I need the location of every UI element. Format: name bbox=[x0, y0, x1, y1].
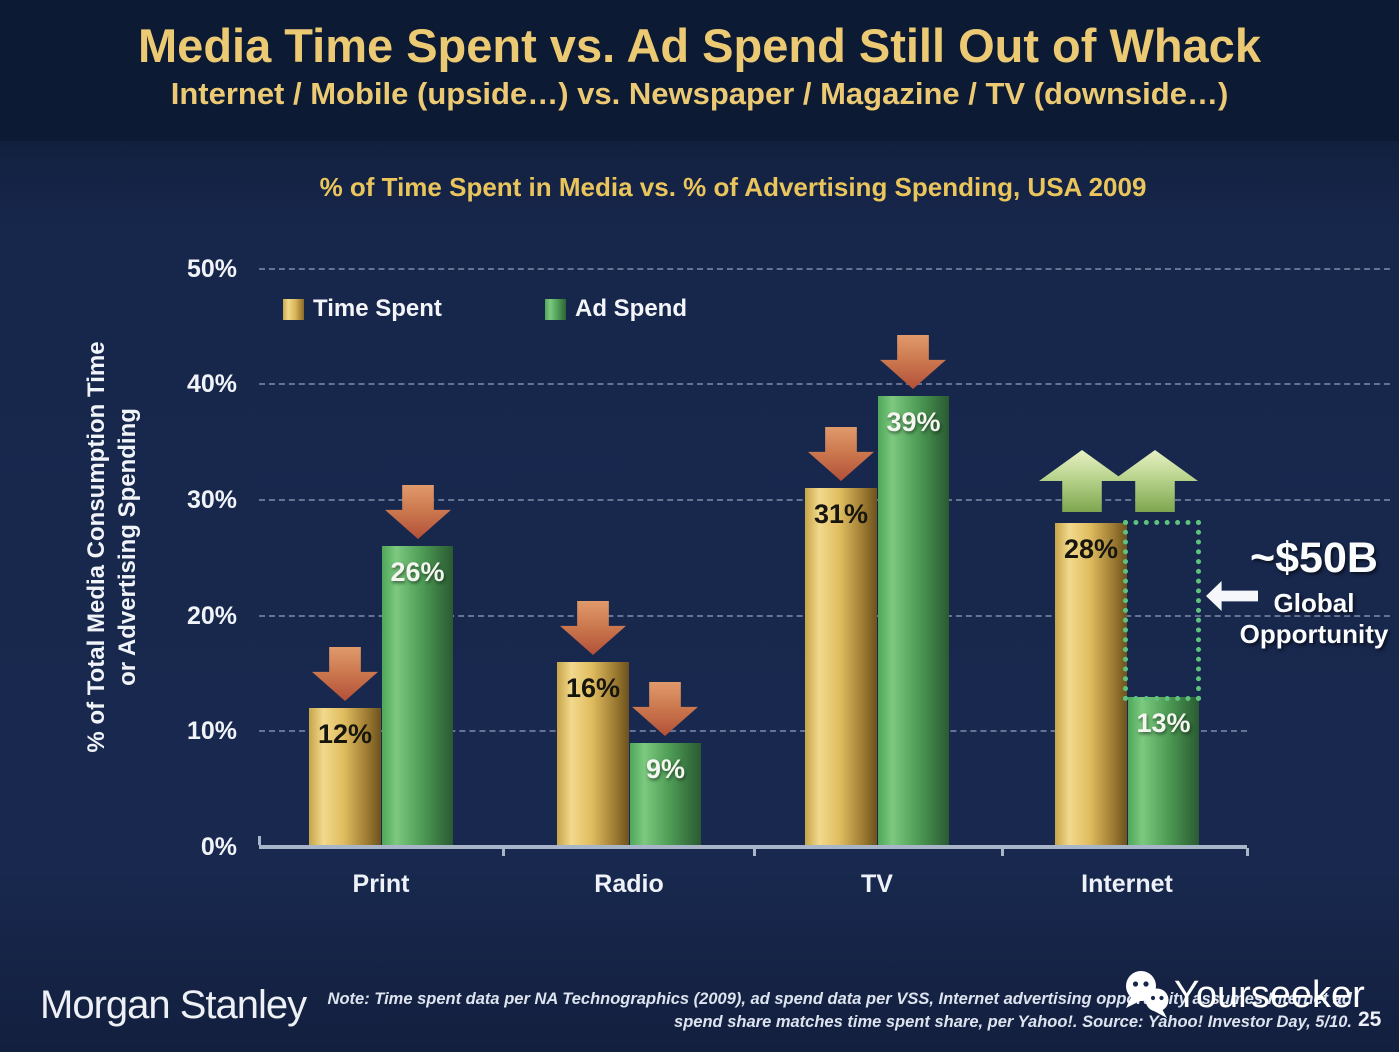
opportunity-line1: Global bbox=[1273, 588, 1355, 618]
y-tick-label-30: 30% bbox=[186, 486, 237, 514]
gridline-10 bbox=[259, 730, 1247, 732]
bar-value-label: 12% bbox=[317, 719, 373, 749]
bar-value-label: 16% bbox=[565, 673, 621, 703]
y-tick-label-0: 0% bbox=[200, 833, 237, 861]
bar-value-label: 26% bbox=[390, 557, 445, 587]
legend-label-ad-spend: Ad Spend bbox=[575, 295, 687, 322]
x-axis-tick bbox=[1001, 848, 1004, 856]
opportunity-annotation: ~$50B Global Opportunity bbox=[1234, 534, 1394, 650]
bar-value-label: 31% bbox=[813, 499, 869, 529]
bar-value-label: 28% bbox=[1063, 534, 1119, 564]
watermark-text: Yourseeker bbox=[1174, 974, 1365, 1016]
x-axis-tick bbox=[1246, 848, 1249, 856]
y-axis-title-line2: or Advertising Spending bbox=[114, 408, 141, 686]
page-number: 25 bbox=[1358, 1008, 1382, 1031]
x-axis-tick bbox=[502, 848, 505, 856]
legend-item-time-spent: Time Spent bbox=[283, 295, 442, 323]
x-category-label-print: Print bbox=[352, 870, 410, 898]
bar-time-spent-tv: 31% bbox=[805, 488, 877, 847]
opportunity-line2: Opportunity bbox=[1239, 619, 1389, 649]
chart-title: % of Time Spent in Media vs. % of Advert… bbox=[319, 172, 1147, 202]
gridline-40 bbox=[259, 383, 1390, 385]
footnote: Note: Time spent data per NA Technograph… bbox=[328, 988, 1352, 1034]
legend-swatch-time-spent-icon bbox=[283, 298, 304, 320]
opportunity-value: ~$50B bbox=[1250, 534, 1378, 582]
bar-ad-spend-tv: 39% bbox=[878, 396, 949, 847]
x-axis-tick bbox=[753, 848, 756, 856]
subtitle: Internet / Mobile (upside…) vs. Newspape… bbox=[170, 76, 1229, 111]
bar-value-label: 13% bbox=[1136, 708, 1191, 738]
x-category-label-internet: Internet bbox=[1081, 870, 1173, 898]
legend-label-time-spent: Time Spent bbox=[313, 295, 442, 322]
y-tick-label-50: 50% bbox=[186, 255, 237, 283]
bar-time-spent-internet: 28% bbox=[1055, 523, 1127, 847]
x-category-label-tv: TV bbox=[861, 870, 893, 898]
bar-value-label: 9% bbox=[645, 754, 686, 784]
wechat-icon bbox=[1126, 971, 1169, 1018]
bar-value-label: 39% bbox=[886, 407, 941, 437]
bar-ad-spend-internet: 13% bbox=[1128, 697, 1199, 847]
main-title: Media Time Spent vs. Ad Spend Still Out … bbox=[138, 19, 1261, 72]
footnote-line1: Note: Time spent data per NA Technograph… bbox=[327, 990, 1352, 1008]
chart-panel bbox=[0, 141, 1399, 1052]
legend-item-ad-spend: Ad Spend bbox=[545, 295, 687, 323]
footnote-line2: spend share matches time spent share, pe… bbox=[674, 1013, 1352, 1031]
x-axis-tick bbox=[258, 836, 261, 845]
y-axis-title-line1: % of Total Media Consumption Time bbox=[83, 341, 110, 753]
y-axis-title: % of Total Media Consumption Time or Adv… bbox=[81, 247, 143, 847]
x-category-label-radio: Radio bbox=[594, 870, 664, 898]
bar-time-spent-print: 12% bbox=[309, 708, 381, 847]
morgan-stanley-logo: Morgan Stanley bbox=[40, 983, 307, 1027]
bar-ad-spend-print: 26% bbox=[382, 546, 453, 847]
legend-swatch-ad-spend-icon bbox=[545, 298, 566, 320]
bar-ad-spend-radio: 9% bbox=[630, 743, 701, 847]
y-tick-label-40: 40% bbox=[186, 370, 237, 398]
opportunity-dotted-box bbox=[1123, 520, 1201, 701]
bar-time-spent-radio: 16% bbox=[557, 662, 629, 847]
x-axis bbox=[259, 845, 1247, 849]
y-tick-label-20: 20% bbox=[186, 602, 237, 630]
gridline-50 bbox=[259, 268, 1390, 270]
y-tick-label-10: 10% bbox=[186, 717, 237, 745]
